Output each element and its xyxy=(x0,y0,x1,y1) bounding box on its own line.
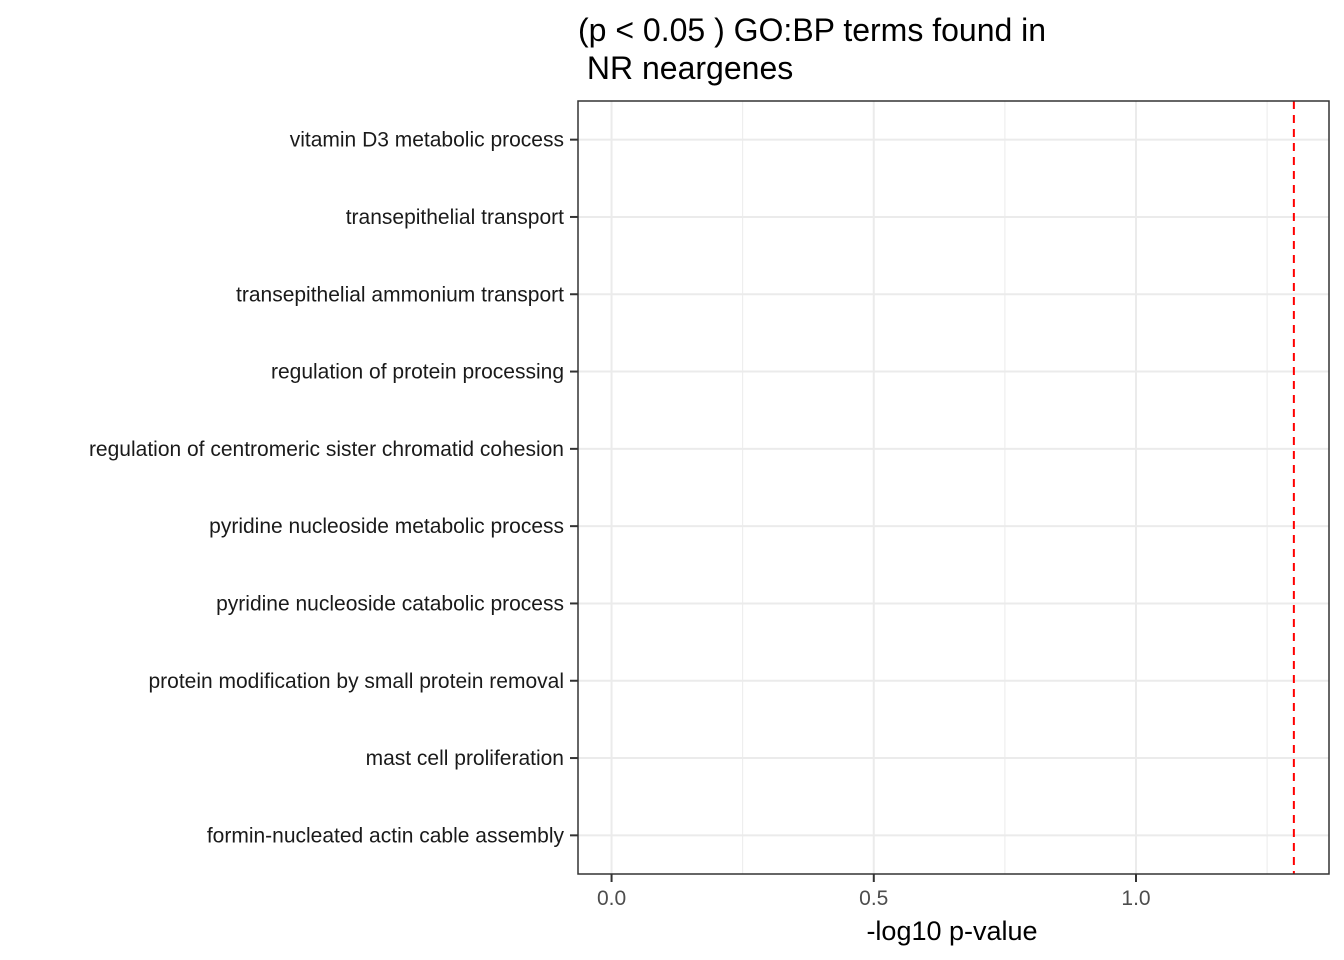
y-tick-label: protein modification by small protein re… xyxy=(148,670,564,693)
y-tick-label: regulation of centromeric sister chromat… xyxy=(89,438,564,461)
y-tick-label: formin-nucleated actin cable assembly xyxy=(207,824,565,847)
chart-title-line-1: (p < 0.05 ) GO:BP terms found in xyxy=(578,12,1046,48)
x-tick-label: 0.0 xyxy=(597,887,626,910)
x-axis: 0.0 0.5 1.0 xyxy=(597,874,1151,910)
y-tick-label: pyridine nucleoside metabolic process xyxy=(209,515,564,538)
x-tick-label: 0.5 xyxy=(859,887,888,910)
x-tick-label: 1.0 xyxy=(1121,887,1150,910)
y-tick-label: regulation of protein processing xyxy=(271,361,564,384)
y-tick-label: pyridine nucleoside catabolic process xyxy=(216,592,564,615)
x-axis-title: -log10 p-value xyxy=(866,916,1037,946)
y-tick-label: vitamin D3 metabolic process xyxy=(290,129,564,152)
y-tick-label: transepithelial transport xyxy=(346,206,564,229)
y-tick-label: mast cell proliferation xyxy=(366,747,564,770)
y-axis: vitamin D3 metabolic process transepithel… xyxy=(89,129,578,847)
y-tick-label: transepithelial ammonium transport xyxy=(236,283,564,306)
panel-border xyxy=(577,100,1330,875)
minor-gridlines xyxy=(742,101,1268,874)
chart-title-line-2: NR neargenes xyxy=(578,50,793,86)
chart-title: (p < 0.05 ) GO:BP terms found in NR near… xyxy=(578,12,1046,86)
major-gridlines xyxy=(578,101,1329,874)
